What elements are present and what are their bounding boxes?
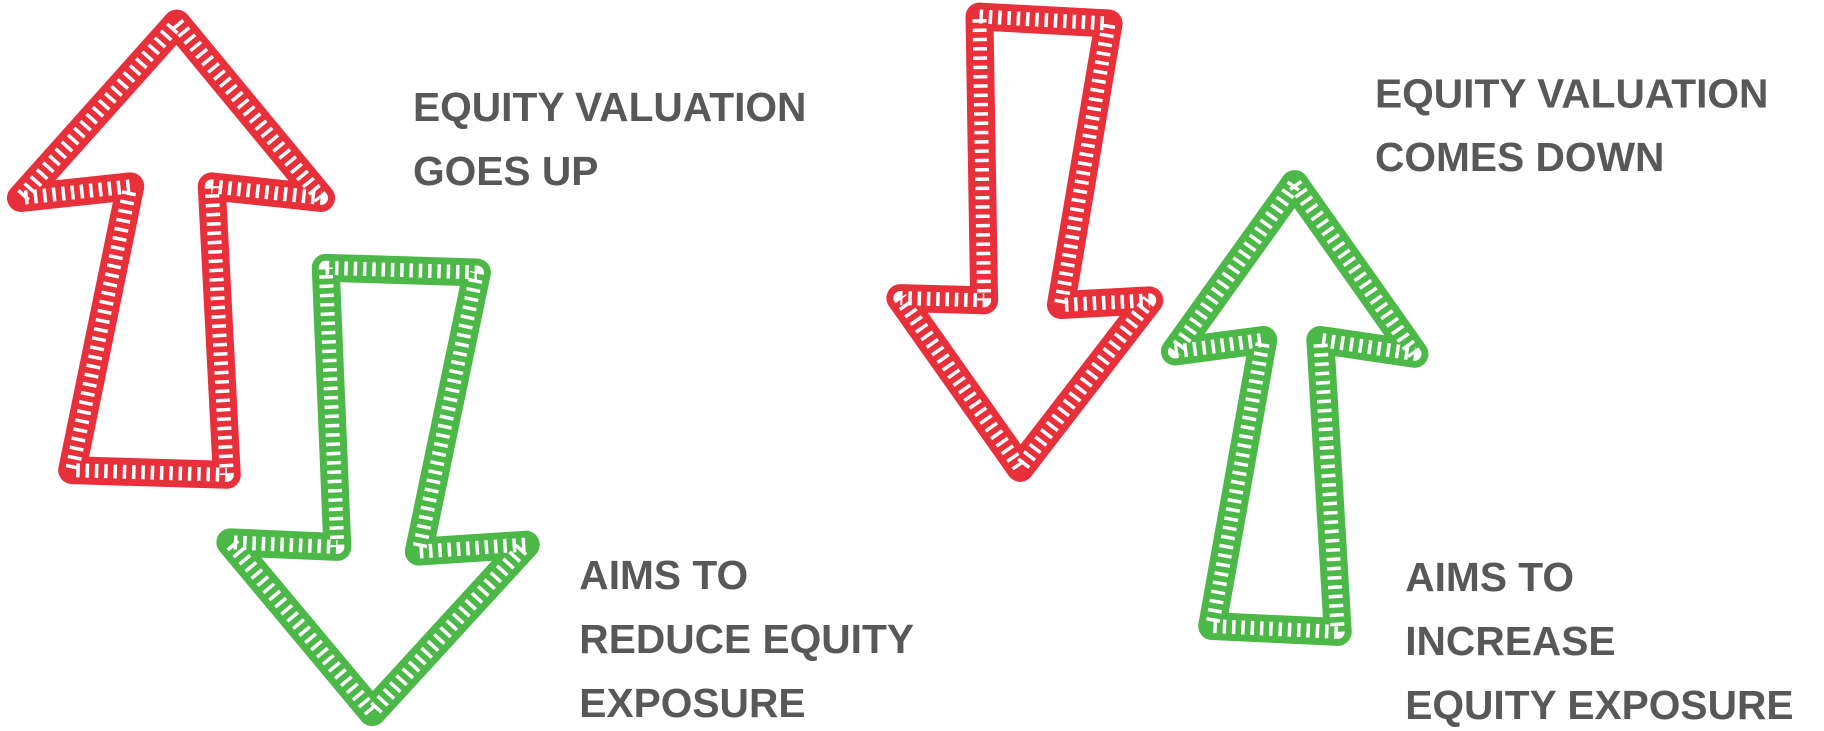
red-up-arrow	[21, 24, 321, 475]
label-line: AIMS TO	[579, 552, 748, 598]
green-down-arrow	[230, 268, 525, 712]
label-line: EQUITY VALUATION	[1375, 70, 1768, 116]
label-line: EQUITY EXPOSURE	[1405, 682, 1793, 728]
red-down-arrow	[900, 17, 1149, 468]
label-line: AIMS TO	[1405, 554, 1574, 600]
green-up-arrow	[1175, 184, 1415, 632]
label-line: REDUCE EQUITY	[579, 616, 914, 662]
label-line: EXPOSURE	[579, 680, 805, 726]
label-line: INCREASE	[1405, 618, 1615, 664]
label-line: COMES DOWN	[1375, 134, 1664, 180]
diagram: EQUITY VALUATION GOES UP AIMS TO REDUCE …	[0, 0, 1824, 731]
label-line: EQUITY VALUATION	[413, 84, 806, 130]
label-line: GOES UP	[413, 148, 598, 194]
